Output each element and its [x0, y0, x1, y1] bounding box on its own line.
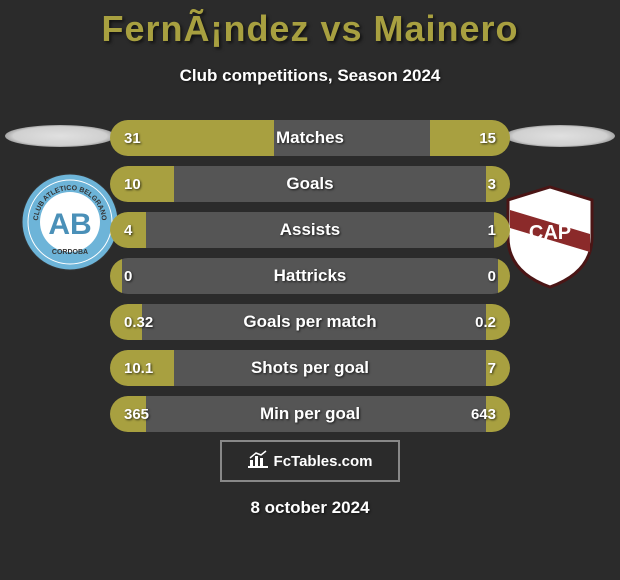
subtitle: Club competitions, Season 2024: [0, 66, 620, 86]
svg-text:CAP: CAP: [529, 222, 571, 244]
footer-date: 8 october 2024: [0, 498, 620, 518]
svg-text:CORDOBA: CORDOBA: [52, 249, 88, 256]
team-left-crest: CLUB ATLETICO BELGRANO CORDOBA AB: [20, 172, 120, 272]
stat-row: 365643Min per goal: [110, 396, 510, 432]
stat-row: 0.320.2Goals per match: [110, 304, 510, 340]
shadow-left: [5, 125, 115, 147]
stat-label: Shots per goal: [110, 358, 510, 378]
stat-label: Hattricks: [110, 266, 510, 286]
stat-label: Min per goal: [110, 404, 510, 424]
stat-row: 41Assists: [110, 212, 510, 248]
svg-text:AB: AB: [48, 208, 91, 241]
page-title: FernÃ¡ndez vs Mainero: [0, 0, 620, 50]
logo-text: FcTables.com: [274, 453, 373, 470]
stats-container: 3115Matches 103Goals 41Assists 00Hattricks 0…: [110, 120, 510, 442]
team-right-crest: CAP: [500, 182, 600, 282]
stat-row: 103Goals: [110, 166, 510, 202]
stat-row: 10.17Shots per goal: [110, 350, 510, 386]
stat-label: Goals per match: [110, 312, 510, 332]
fctables-logo: FcTables.com: [220, 440, 400, 482]
chart-icon: [248, 450, 268, 473]
stat-label: Goals: [110, 174, 510, 194]
stat-label: Assists: [110, 220, 510, 240]
stat-label: Matches: [110, 128, 510, 148]
stat-row: 00Hattricks: [110, 258, 510, 294]
shadow-right: [505, 125, 615, 147]
stat-row: 3115Matches: [110, 120, 510, 156]
